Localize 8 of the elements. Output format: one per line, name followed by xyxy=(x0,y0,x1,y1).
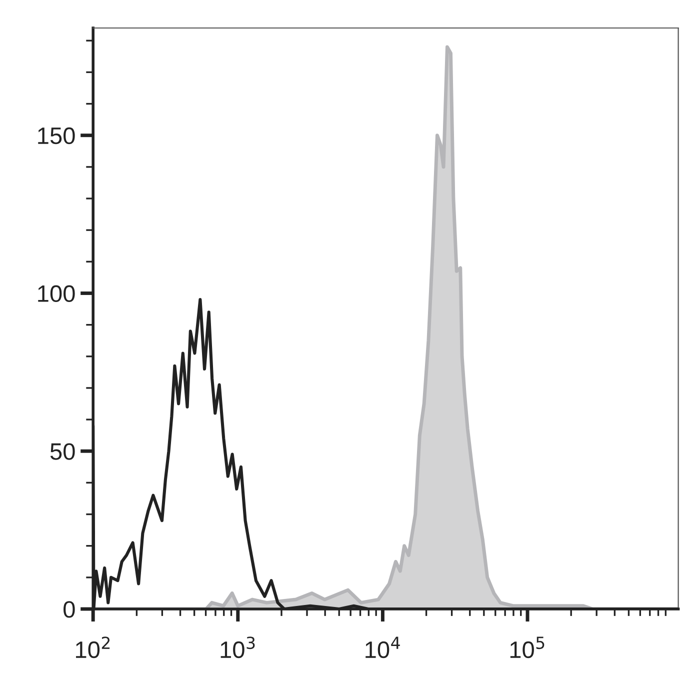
y-tick-label: 100 xyxy=(38,285,75,302)
x-tick-label: 10$^{4}$ xyxy=(366,636,400,658)
x-tick-label: 10$^{2}$ xyxy=(76,636,110,658)
y-tick-label: 150 xyxy=(38,127,75,144)
x-tick-label: 10$^{3}$ xyxy=(220,636,255,658)
y-tick-label: 0 xyxy=(64,601,75,618)
x-tick-label: 10$^{5}$ xyxy=(510,636,544,658)
y-tick-label: 50 xyxy=(50,443,75,460)
